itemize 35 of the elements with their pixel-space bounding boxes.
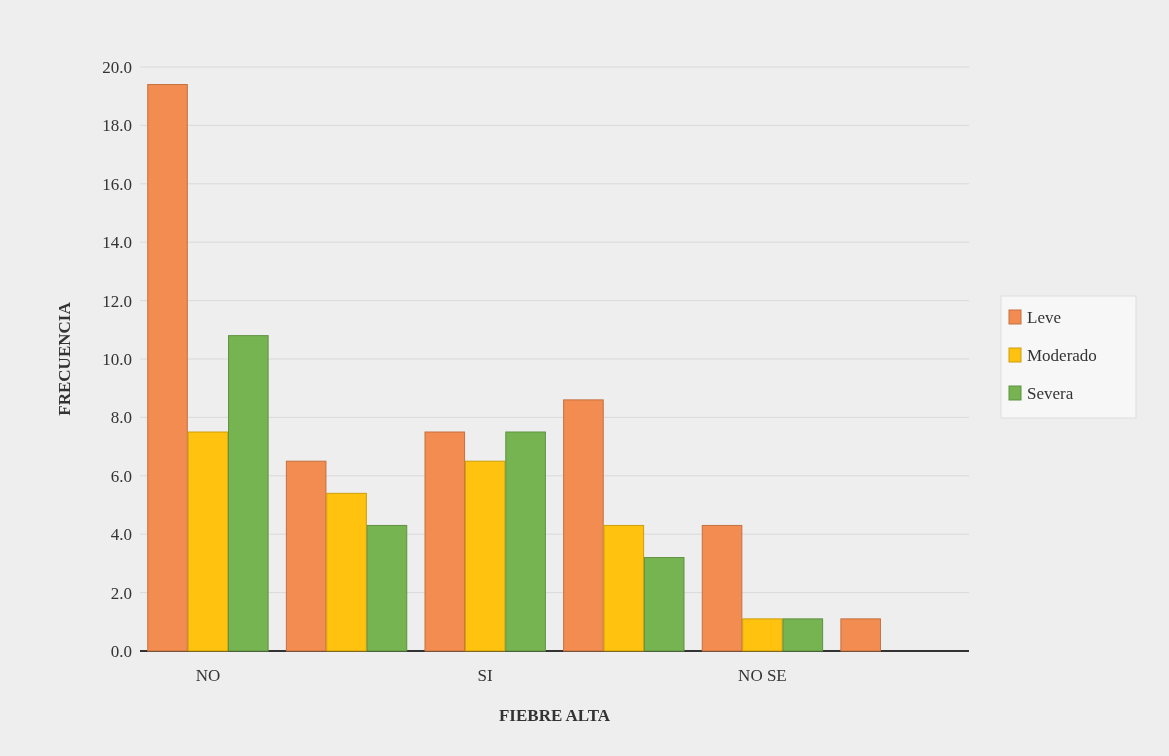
- x-tick-label: NO SE: [738, 666, 787, 685]
- x-tick-label: NO: [195, 666, 221, 685]
- bar: [643, 557, 685, 652]
- bar: [603, 524, 645, 652]
- bar: [326, 492, 367, 652]
- bar: [424, 431, 466, 652]
- y-tick-label: 8.0: [110, 408, 132, 428]
- y-tick-label: 0.0: [110, 641, 132, 661]
- y-tick-label: 18.0: [102, 116, 132, 136]
- legend-label: Moderado: [1027, 345, 1097, 365]
- bar: [464, 460, 506, 652]
- bar: [187, 431, 229, 652]
- bar: [147, 84, 188, 652]
- x-axis-title: FIEBRE ALTA: [498, 706, 611, 725]
- y-tick-label: 14.0: [102, 233, 132, 253]
- bar: [505, 431, 546, 652]
- bar: [782, 618, 824, 652]
- y-tick-label: 4.0: [110, 525, 132, 545]
- legend-label: Leve: [1027, 307, 1061, 327]
- x-tick-label: SI: [477, 666, 494, 685]
- y-axis-title: FRECUENCIA: [55, 301, 74, 416]
- y-tick-label: 2.0: [110, 583, 132, 603]
- y-tick-label: 10.0: [102, 349, 132, 369]
- y-tick-label: 16.0: [102, 174, 132, 194]
- y-tick-label: 6.0: [110, 466, 132, 486]
- bar: [840, 618, 881, 652]
- bar: [366, 524, 408, 652]
- bar: [742, 618, 783, 652]
- bar: [228, 335, 269, 652]
- bar: [563, 399, 604, 652]
- legend-label: Severa: [1027, 383, 1074, 403]
- bar: [701, 524, 743, 652]
- bar: [285, 460, 327, 652]
- y-tick-label: 20.0: [102, 57, 132, 77]
- y-tick-label: 12.0: [102, 291, 132, 311]
